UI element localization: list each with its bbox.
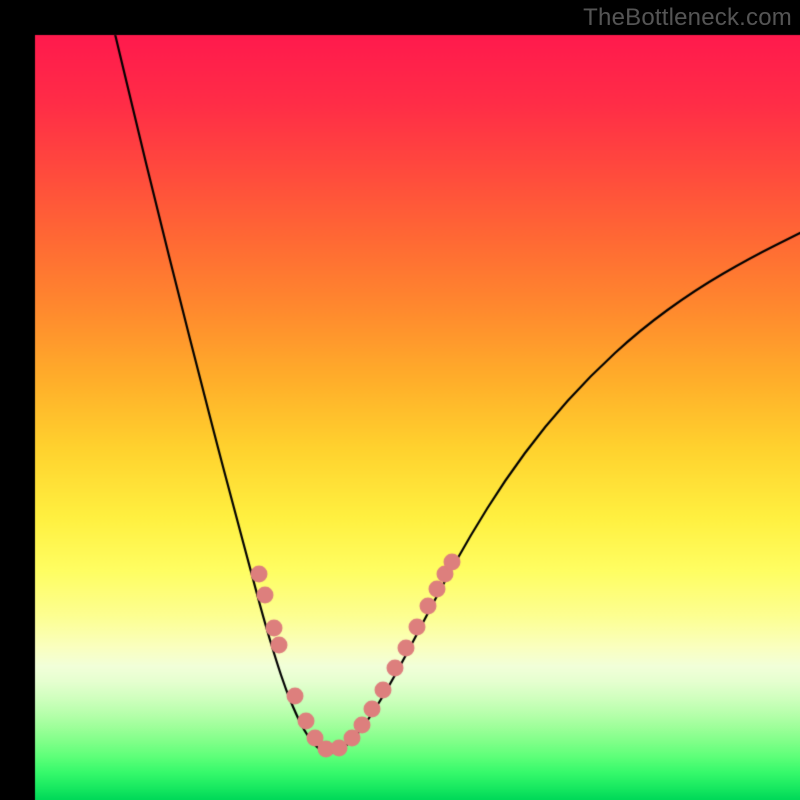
watermark-text: TheBottleneck.com xyxy=(583,4,792,32)
curve-and-markers-layer xyxy=(0,0,800,800)
chart-stage: TheBottleneck.com xyxy=(0,0,800,800)
